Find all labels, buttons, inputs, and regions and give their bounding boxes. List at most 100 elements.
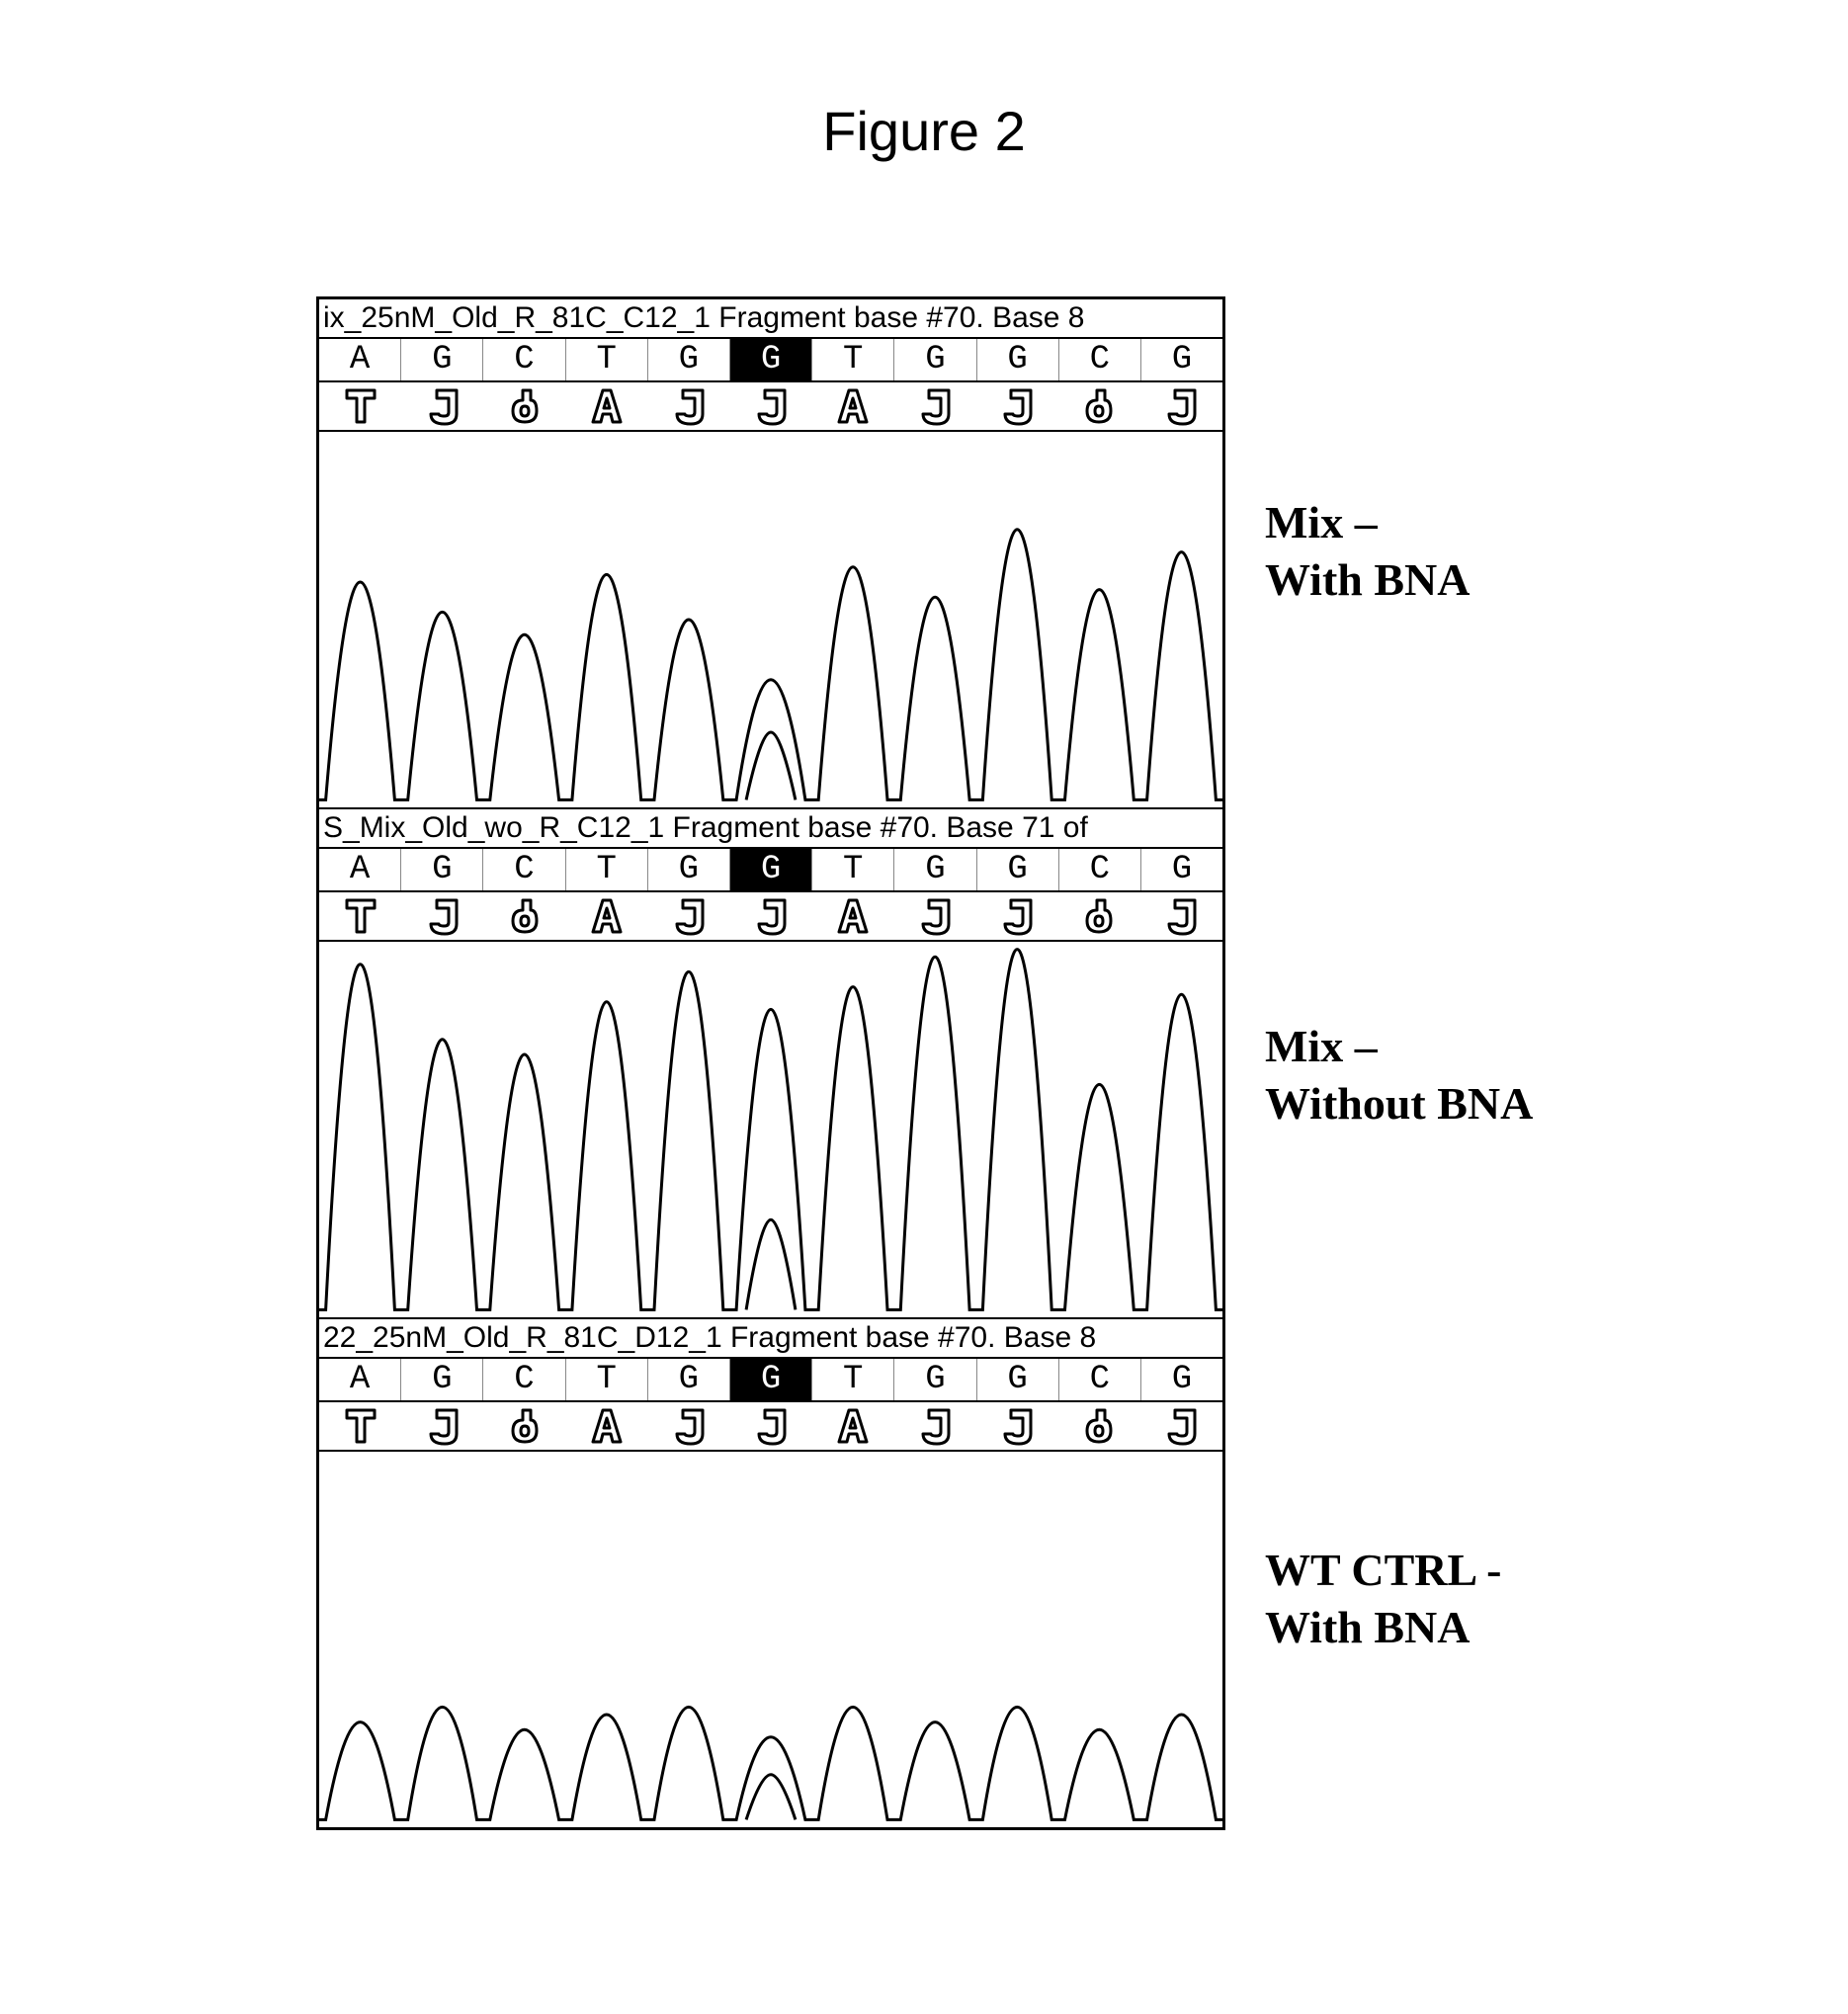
complement-glyph-J bbox=[671, 386, 707, 426]
complement-cell bbox=[647, 386, 729, 426]
complement-cell bbox=[729, 386, 811, 426]
complement-glyph-A bbox=[589, 896, 625, 936]
complement-glyph-A bbox=[835, 1406, 871, 1446]
base-cell: A bbox=[319, 339, 401, 380]
complement-cell bbox=[1058, 896, 1140, 936]
complement-glyph-d bbox=[1081, 896, 1117, 936]
complement-glyph-J bbox=[425, 386, 461, 426]
chromatogram-panel-container: ix_25nM_Old_R_81C_C12_1 Fragment base #7… bbox=[316, 296, 1225, 1830]
base-cell: G bbox=[1141, 849, 1222, 890]
complement-glyph-A bbox=[835, 896, 871, 936]
complement-glyph-J bbox=[999, 1406, 1035, 1446]
panel-side-label-2: Mix –Without BNA bbox=[1265, 1018, 1533, 1132]
base-cell: C bbox=[1059, 849, 1141, 890]
base-cell: G bbox=[894, 339, 976, 380]
complement-glyph-J bbox=[425, 1406, 461, 1446]
panel-header-text: ix_25nM_Old_R_81C_C12_1 Fragment base #7… bbox=[319, 299, 1222, 339]
complement-cell bbox=[319, 1406, 401, 1446]
complement-glyph-J bbox=[999, 386, 1035, 426]
complement-cell bbox=[894, 386, 976, 426]
complement-cell bbox=[894, 1406, 976, 1446]
complement-glyph-J bbox=[917, 386, 953, 426]
side-label-line: With BNA bbox=[1265, 1599, 1501, 1656]
base-call-row: AGCTGGTGGCG bbox=[319, 339, 1222, 382]
complement-cell bbox=[894, 896, 976, 936]
complement-cell bbox=[565, 386, 647, 426]
complement-glyph-J bbox=[425, 896, 461, 936]
complement-glyph-T bbox=[343, 1406, 378, 1446]
complement-glyph-d bbox=[507, 1406, 543, 1446]
side-label-line: Mix – bbox=[1265, 494, 1470, 551]
side-label-line: Without BNA bbox=[1265, 1075, 1533, 1133]
side-label-line: WT CTRL - bbox=[1265, 1542, 1501, 1599]
base-cell: T bbox=[812, 849, 894, 890]
complement-glyph-J bbox=[1163, 1406, 1199, 1446]
complement-cell bbox=[812, 896, 894, 936]
base-cell: G bbox=[894, 849, 976, 890]
complement-glyph-J bbox=[671, 896, 707, 936]
base-cell: T bbox=[566, 849, 648, 890]
base-cell: C bbox=[483, 339, 565, 380]
base-call-row: AGCTGGTGGCG bbox=[319, 1359, 1222, 1402]
chromatogram-panel-2: S_Mix_Old_wo_R_C12_1 Fragment base #70. … bbox=[319, 809, 1222, 1319]
base-cell: G bbox=[401, 849, 483, 890]
base-cell: T bbox=[566, 339, 648, 380]
complement-glyph-d bbox=[507, 896, 543, 936]
complement-cell bbox=[1058, 1406, 1140, 1446]
base-cell: A bbox=[319, 849, 401, 890]
base-cell: A bbox=[319, 1359, 401, 1400]
complement-glyph-J bbox=[999, 896, 1035, 936]
base-cell: C bbox=[1059, 339, 1141, 380]
base-cell: G bbox=[401, 339, 483, 380]
base-cell: G bbox=[648, 339, 730, 380]
complement-cell bbox=[483, 386, 565, 426]
complement-cell bbox=[483, 1406, 565, 1446]
complement-glyph-J bbox=[753, 1406, 789, 1446]
base-cell: C bbox=[483, 1359, 565, 1400]
base-cell-highlighted: G bbox=[730, 849, 812, 890]
complement-cell bbox=[401, 1406, 483, 1446]
complement-cell bbox=[1140, 1406, 1222, 1446]
complement-row bbox=[319, 382, 1222, 432]
base-cell: G bbox=[894, 1359, 976, 1400]
complement-cell bbox=[647, 896, 729, 936]
chromatogram-trace bbox=[319, 1452, 1222, 1827]
complement-glyph-d bbox=[1081, 1406, 1117, 1446]
complement-glyph-J bbox=[917, 896, 953, 936]
complement-row bbox=[319, 892, 1222, 942]
base-cell: G bbox=[1141, 339, 1222, 380]
complement-glyph-T bbox=[343, 386, 378, 426]
complement-glyph-A bbox=[589, 386, 625, 426]
complement-glyph-T bbox=[343, 896, 378, 936]
chromatogram-panel-1: ix_25nM_Old_R_81C_C12_1 Fragment base #7… bbox=[319, 299, 1222, 809]
base-cell-highlighted: G bbox=[730, 1359, 812, 1400]
base-cell: T bbox=[566, 1359, 648, 1400]
base-cell: C bbox=[1059, 1359, 1141, 1400]
complement-glyph-J bbox=[1163, 896, 1199, 936]
complement-cell bbox=[319, 386, 401, 426]
complement-cell bbox=[729, 896, 811, 936]
panel-header-text: 22_25nM_Old_R_81C_D12_1 Fragment base #7… bbox=[319, 1319, 1222, 1359]
complement-glyph-J bbox=[917, 1406, 953, 1446]
complement-cell bbox=[1140, 896, 1222, 936]
complement-glyph-J bbox=[1163, 386, 1199, 426]
base-cell: T bbox=[812, 1359, 894, 1400]
complement-glyph-J bbox=[753, 896, 789, 936]
complement-glyph-d bbox=[507, 386, 543, 426]
complement-cell bbox=[812, 1406, 894, 1446]
complement-cell bbox=[976, 896, 1058, 936]
base-cell: G bbox=[648, 1359, 730, 1400]
complement-cell bbox=[976, 1406, 1058, 1446]
panel-side-label-3: WT CTRL -With BNA bbox=[1265, 1542, 1501, 1655]
side-label-line: With BNA bbox=[1265, 551, 1470, 609]
base-cell: G bbox=[401, 1359, 483, 1400]
complement-glyph-A bbox=[835, 386, 871, 426]
complement-glyph-J bbox=[753, 386, 789, 426]
complement-cell bbox=[319, 896, 401, 936]
side-label-line: Mix – bbox=[1265, 1018, 1533, 1075]
chromatogram-trace bbox=[319, 942, 1222, 1317]
base-cell: G bbox=[977, 1359, 1059, 1400]
base-cell: T bbox=[812, 339, 894, 380]
base-cell: G bbox=[977, 849, 1059, 890]
complement-cell bbox=[565, 896, 647, 936]
